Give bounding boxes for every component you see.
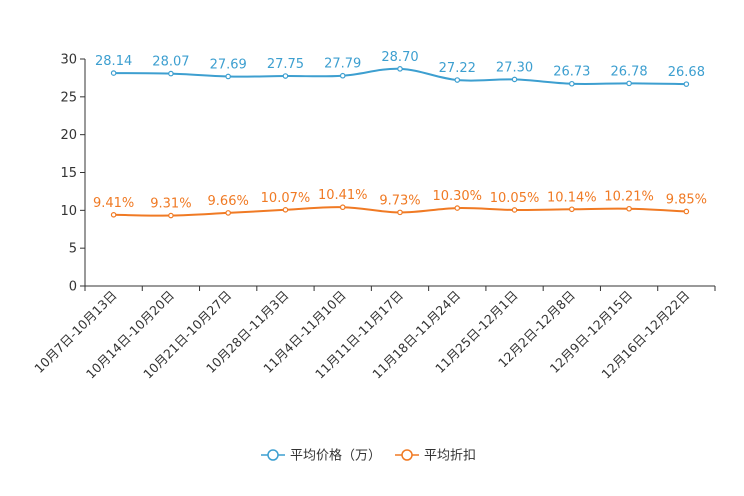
data-label: 27.79	[324, 57, 361, 72]
data-label: 28.14	[95, 54, 132, 69]
data-label: 27.69	[210, 57, 247, 72]
data-point[interactable]	[397, 209, 403, 216]
y-tick-label: 30	[60, 53, 77, 68]
data-point[interactable]	[339, 204, 346, 211]
data-label: 26.78	[610, 64, 647, 79]
data-label: 10.41%	[318, 188, 368, 203]
data-label: 10.07%	[261, 191, 311, 206]
data-point[interactable]	[110, 211, 117, 218]
data-label: 9.73%	[379, 193, 420, 208]
data-label: 27.30	[496, 60, 533, 75]
data-point[interactable]	[683, 208, 690, 215]
legend-label: 平均折扣	[424, 449, 476, 464]
data-label: 9.66%	[208, 194, 249, 209]
data-point[interactable]	[282, 207, 289, 213]
series-layer: 28.14 28.07 27.69 27.75 27.79 28.70 27.22 27.30…	[93, 50, 707, 219]
data-point[interactable]	[282, 73, 289, 79]
data-point[interactable]	[626, 205, 632, 212]
legend-marker	[267, 449, 279, 461]
data-label: 9.31%	[150, 197, 191, 212]
legend-label: 平均价格（万）	[290, 448, 381, 464]
data-point[interactable]	[569, 80, 575, 87]
data-label: 10.14%	[547, 190, 597, 205]
data-label: 27.22	[439, 61, 476, 76]
legend-item-1[interactable]: 平均价格（万）	[261, 448, 381, 464]
legend: 平均价格（万） 平均折扣	[261, 448, 476, 464]
legend-marker	[401, 449, 413, 461]
series-2: 9.41% 9.31% 9.66% 10.07% 10.41% 9.73% 10.30% 10…	[93, 188, 707, 219]
data-point[interactable]	[454, 205, 461, 211]
y-ticks: 0 5 10 15 20 25 30	[60, 53, 85, 295]
y-tick-label: 20	[60, 128, 77, 143]
data-label: 9.41%	[93, 196, 134, 211]
data-point[interactable]	[569, 206, 575, 213]
data-point[interactable]	[168, 212, 174, 219]
data-label: 10.05%	[490, 191, 540, 206]
data-label: 27.75	[267, 57, 304, 72]
x-ticks: 10月7日-10月13日10月14日-10月20日10月21日-10月27日10…	[31, 286, 716, 382]
data-point[interactable]	[339, 72, 346, 79]
y-tick-label: 25	[60, 90, 77, 105]
data-label: 26.68	[668, 65, 705, 80]
y-tick-label: 0	[69, 280, 77, 295]
data-label: 26.73	[553, 65, 590, 80]
data-point[interactable]	[454, 77, 461, 83]
data-point[interactable]	[626, 80, 632, 87]
y-tick-label: 15	[60, 166, 77, 181]
legend-item-2[interactable]: 平均折扣	[395, 449, 476, 464]
data-point[interactable]	[511, 76, 518, 83]
data-label: 10.30%	[432, 189, 482, 204]
data-label: 10.21%	[604, 190, 654, 205]
series-1: 28.14 28.07 27.69 27.75 27.79 28.70 27.22 27.30…	[95, 50, 705, 87]
data-point[interactable]	[225, 73, 231, 80]
data-label: 28.70	[381, 50, 418, 65]
data-point[interactable]	[511, 207, 518, 213]
data-label: 9.85%	[666, 192, 707, 207]
axes	[84, 59, 715, 287]
data-point[interactable]	[225, 210, 231, 216]
data-point[interactable]	[168, 70, 174, 77]
data-point[interactable]	[110, 70, 117, 76]
data-point[interactable]	[683, 81, 690, 87]
data-point[interactable]	[397, 66, 403, 72]
y-tick-label: 5	[69, 242, 77, 257]
y-tick-label: 10	[60, 204, 77, 219]
data-label: 28.07	[152, 55, 189, 70]
